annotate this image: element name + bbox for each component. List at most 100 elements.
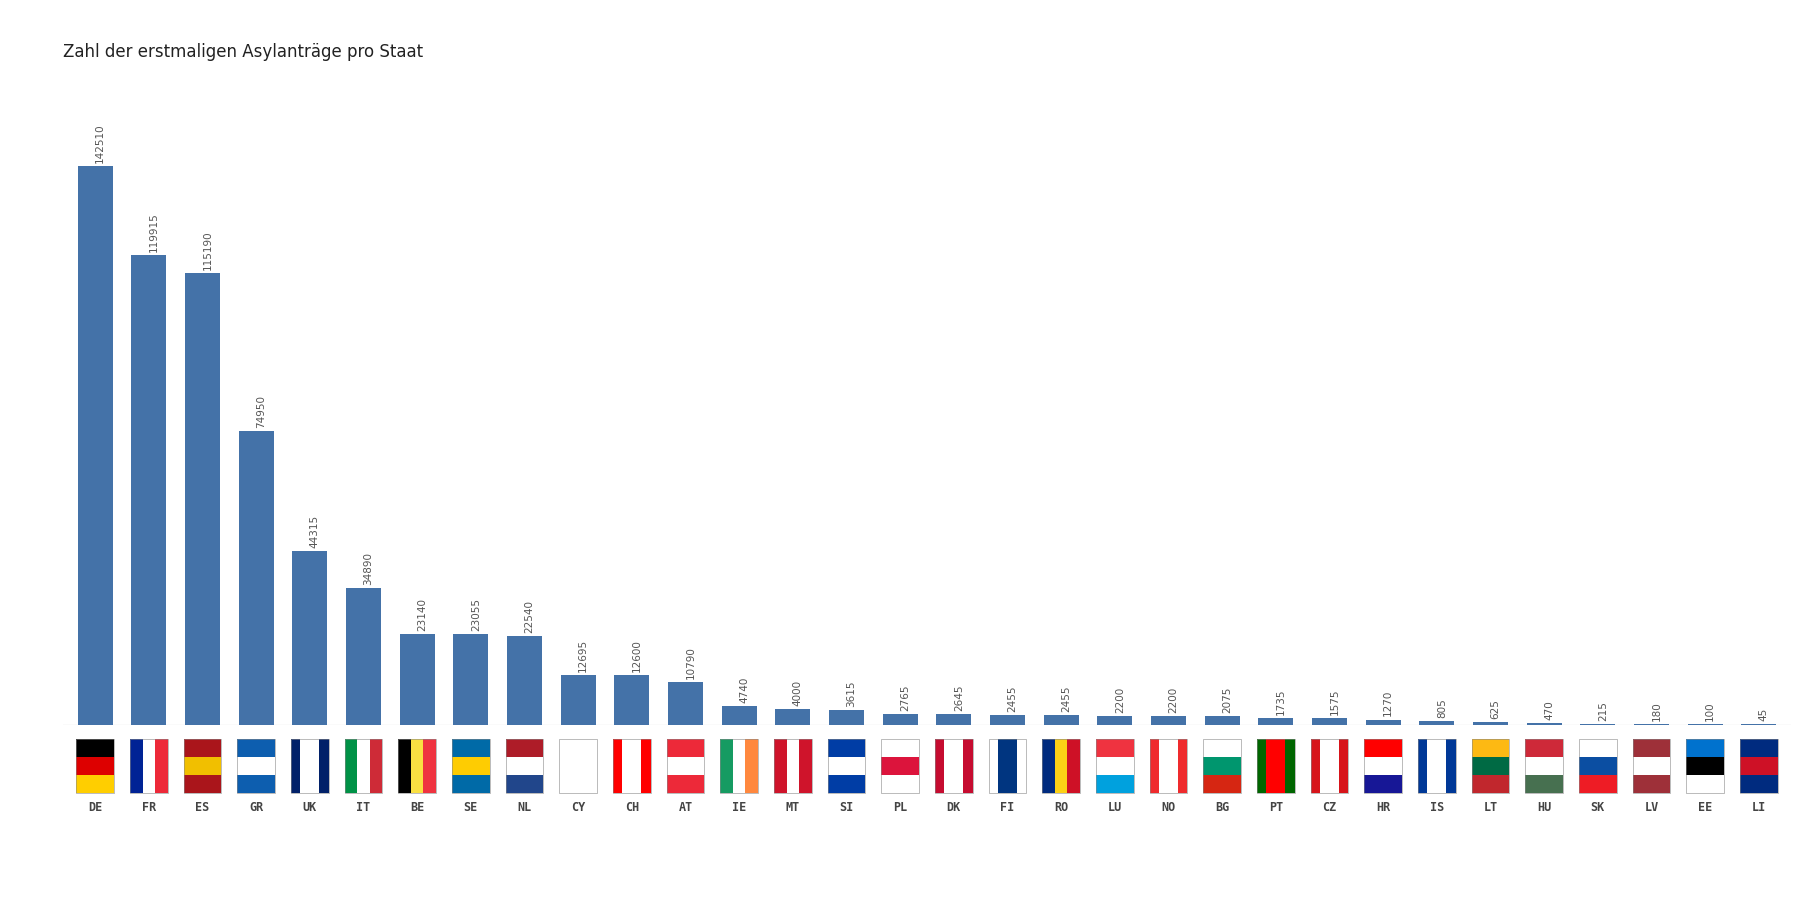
Bar: [882, 714, 918, 724]
Text: 4740: 4740: [740, 677, 749, 703]
Bar: [666, 775, 704, 793]
Bar: [369, 740, 382, 793]
Bar: [238, 757, 275, 775]
Bar: [76, 740, 113, 793]
Text: 805: 805: [1436, 698, 1447, 718]
Text: ES: ES: [196, 801, 209, 814]
Bar: [452, 740, 490, 793]
Bar: [239, 431, 274, 724]
Bar: [1312, 718, 1346, 724]
Bar: [398, 740, 436, 793]
Bar: [1418, 740, 1456, 793]
Text: IE: IE: [733, 801, 747, 814]
Text: 2455: 2455: [1062, 685, 1071, 712]
Bar: [184, 775, 221, 793]
Bar: [666, 740, 704, 757]
Text: SE: SE: [464, 801, 479, 814]
Bar: [398, 740, 410, 793]
Text: 23140: 23140: [418, 598, 427, 631]
Bar: [454, 634, 488, 725]
Text: PL: PL: [893, 801, 907, 814]
Bar: [356, 740, 369, 793]
Bar: [1741, 740, 1778, 793]
Bar: [882, 775, 920, 793]
Bar: [776, 709, 810, 725]
Bar: [934, 740, 972, 793]
Text: PT: PT: [1269, 801, 1283, 814]
Bar: [1741, 757, 1778, 775]
Text: 115190: 115190: [203, 230, 212, 270]
Text: 119915: 119915: [149, 212, 158, 252]
Text: NO: NO: [1161, 801, 1175, 814]
Bar: [1525, 740, 1562, 757]
Bar: [1204, 740, 1240, 793]
Text: HR: HR: [1375, 801, 1390, 814]
Bar: [934, 740, 972, 793]
Text: EE: EE: [1697, 801, 1712, 814]
Bar: [1472, 740, 1508, 793]
Text: CY: CY: [571, 801, 585, 814]
Bar: [184, 740, 221, 757]
Bar: [1267, 740, 1285, 793]
Bar: [560, 740, 598, 793]
Bar: [238, 740, 275, 757]
Bar: [292, 740, 329, 793]
Bar: [882, 757, 920, 775]
Bar: [1579, 775, 1616, 793]
Text: 215: 215: [1598, 700, 1607, 721]
Bar: [292, 740, 329, 793]
Bar: [346, 740, 356, 793]
Bar: [1364, 757, 1402, 775]
Bar: [77, 166, 113, 725]
Bar: [830, 710, 864, 724]
Text: 4000: 4000: [792, 680, 803, 706]
Bar: [1204, 716, 1240, 725]
Bar: [400, 634, 434, 724]
Bar: [668, 682, 704, 725]
Text: 12695: 12695: [578, 638, 589, 671]
Bar: [774, 740, 812, 793]
Bar: [1096, 775, 1134, 793]
Bar: [423, 740, 436, 793]
Bar: [828, 740, 866, 793]
Text: 100: 100: [1705, 701, 1715, 721]
Text: CH: CH: [625, 801, 639, 814]
Bar: [1472, 775, 1508, 793]
Text: CZ: CZ: [1323, 801, 1337, 814]
Bar: [1150, 716, 1186, 724]
Bar: [562, 675, 596, 724]
Bar: [1633, 740, 1670, 757]
Text: LT: LT: [1483, 801, 1498, 814]
Bar: [787, 740, 799, 793]
Bar: [506, 757, 544, 775]
Bar: [1633, 740, 1670, 793]
Bar: [569, 740, 587, 793]
Text: 22540: 22540: [524, 600, 535, 633]
Bar: [1418, 740, 1456, 793]
Bar: [799, 740, 812, 793]
Bar: [988, 740, 1026, 793]
Text: 2645: 2645: [954, 685, 963, 711]
Bar: [774, 740, 787, 793]
Bar: [1204, 775, 1240, 793]
Bar: [1633, 757, 1670, 775]
Bar: [666, 757, 704, 775]
Bar: [1579, 757, 1616, 775]
Bar: [1420, 721, 1454, 725]
Text: 23055: 23055: [472, 598, 481, 631]
Bar: [1687, 775, 1724, 793]
Bar: [614, 740, 650, 793]
Bar: [1364, 740, 1402, 757]
Text: 2765: 2765: [900, 684, 911, 710]
Text: 1270: 1270: [1382, 690, 1393, 716]
Bar: [560, 740, 598, 793]
Text: FI: FI: [1001, 801, 1015, 814]
Bar: [130, 740, 142, 793]
Bar: [301, 740, 319, 793]
Bar: [1319, 740, 1339, 793]
Text: 34890: 34890: [364, 552, 374, 585]
Text: Datenquelle: Eurostat: Datenquelle: Eurostat: [23, 859, 191, 874]
Bar: [882, 740, 920, 757]
Bar: [1579, 740, 1616, 793]
Bar: [346, 588, 382, 724]
